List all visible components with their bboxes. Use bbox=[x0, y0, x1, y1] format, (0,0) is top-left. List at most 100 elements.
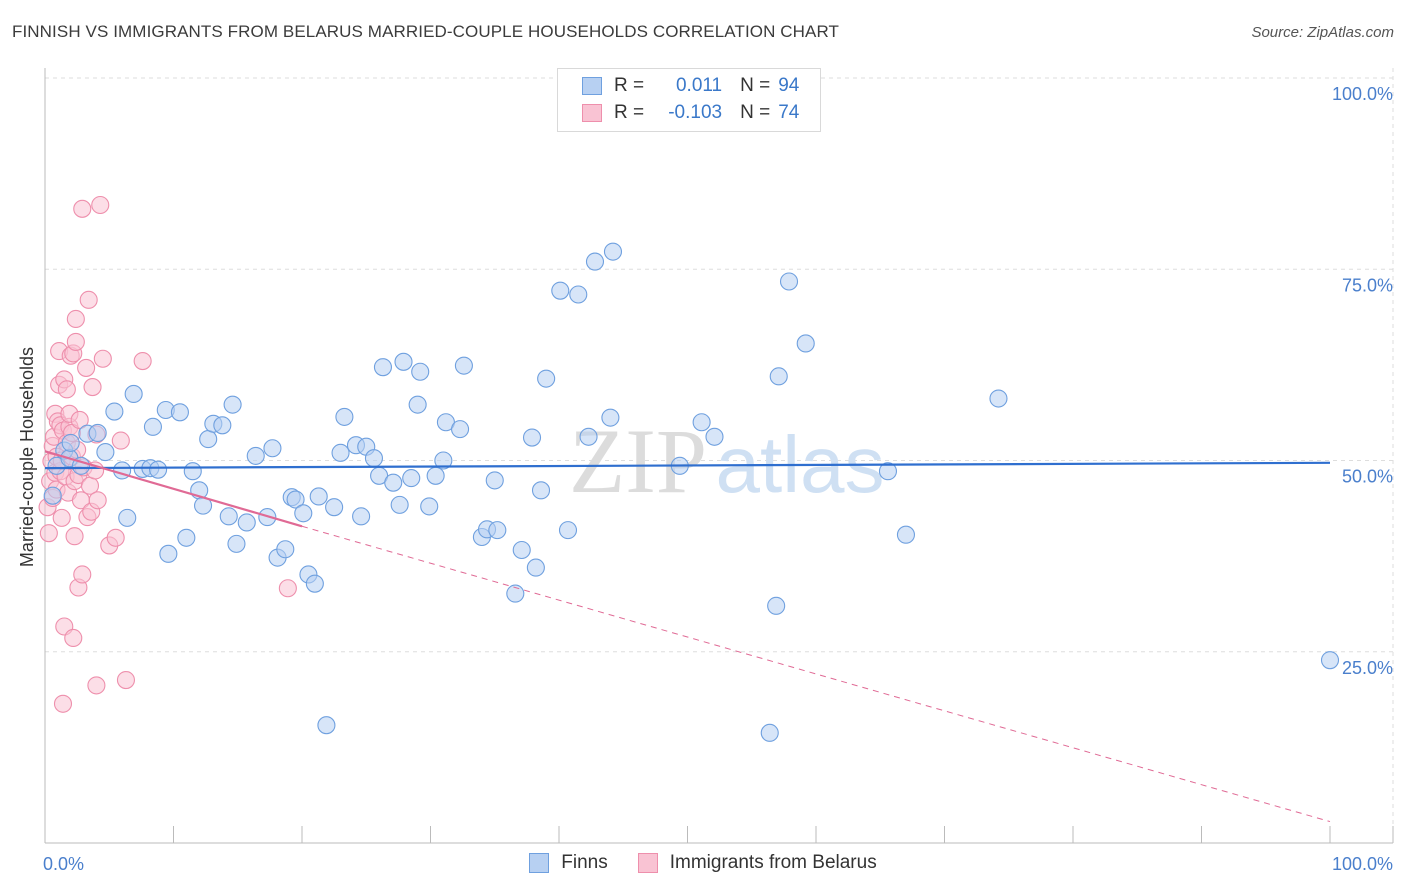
finns-point bbox=[143, 417, 162, 436]
legend-item-belarus: Immigrants from Belarus bbox=[637, 852, 877, 874]
finns-point bbox=[408, 395, 427, 414]
chart-title: FINNISH VS IMMIGRANTS FROM BELARUS MARRI… bbox=[12, 22, 840, 41]
belarus-point bbox=[91, 195, 110, 215]
finns-point bbox=[159, 544, 178, 563]
legend-swatch-belarus bbox=[582, 104, 602, 122]
finns-point bbox=[531, 481, 551, 500]
y-axis-title: Married-couple Households bbox=[17, 347, 37, 567]
belarus-trend-extension bbox=[301, 525, 1331, 823]
legend-label-finns: Finns bbox=[561, 852, 608, 873]
finns-point bbox=[896, 525, 916, 544]
finns-point bbox=[537, 369, 556, 388]
belarus-point bbox=[39, 524, 58, 543]
finns-point bbox=[705, 427, 724, 446]
belarus-point bbox=[57, 380, 76, 399]
finns-point bbox=[223, 395, 242, 414]
finns-point bbox=[384, 473, 403, 492]
x-tick-label-max: 100.0% bbox=[1332, 854, 1393, 874]
finns-point bbox=[601, 408, 620, 427]
finns-point bbox=[989, 389, 1008, 408]
finns-point bbox=[246, 446, 265, 465]
finns-point bbox=[325, 498, 344, 517]
correlation-legend: R = 0.011 N = 94 R = -0.103 N = 74 bbox=[557, 68, 821, 132]
y-tick-label: 50.0% bbox=[1342, 467, 1393, 487]
belarus-point bbox=[87, 676, 106, 695]
belarus-point bbox=[83, 378, 102, 397]
belarus-point bbox=[116, 671, 136, 690]
finns-point bbox=[451, 420, 470, 439]
finns-point bbox=[199, 430, 218, 449]
legend-r-value-finns: 0.011 bbox=[675, 75, 723, 96]
finns-point bbox=[390, 495, 409, 514]
finns-point bbox=[488, 521, 507, 540]
y-tick-labels: 25.0% 50.0% 75.0% 100.0% bbox=[1332, 84, 1393, 678]
finns-point bbox=[760, 723, 779, 742]
finns-point bbox=[237, 513, 256, 532]
belarus-point bbox=[73, 199, 92, 218]
finns-point bbox=[1320, 651, 1340, 670]
belarus-point bbox=[88, 491, 107, 510]
finns-point bbox=[96, 443, 115, 462]
legend-n-value-belarus: 74 bbox=[778, 102, 800, 123]
belarus-point bbox=[77, 358, 96, 377]
finns-point bbox=[118, 508, 137, 527]
y-tick-label: 100.0% bbox=[1332, 84, 1393, 104]
legend-row-belarus: R = -0.103 N = 74 bbox=[582, 100, 799, 126]
finns-point bbox=[426, 466, 445, 485]
legend-item-finns: Finns bbox=[529, 852, 608, 874]
belarus-point bbox=[52, 508, 71, 527]
finns-point bbox=[213, 416, 232, 435]
finns-point bbox=[434, 451, 453, 470]
finns-point bbox=[402, 469, 421, 488]
belarus-point bbox=[79, 290, 98, 309]
belarus-point bbox=[64, 628, 83, 648]
finns-point bbox=[558, 521, 578, 540]
finns-point bbox=[522, 428, 542, 447]
finns-point bbox=[331, 443, 350, 462]
finns-point bbox=[61, 433, 80, 452]
belarus-point bbox=[106, 528, 125, 547]
y-tick-label: 75.0% bbox=[1342, 275, 1393, 295]
legend-n-label: N = bbox=[740, 75, 771, 96]
x-tick-labels: 0.0% 100.0% bbox=[43, 854, 1393, 874]
finns-point bbox=[364, 449, 384, 468]
finns-point bbox=[124, 384, 143, 403]
belarus-point bbox=[66, 332, 85, 351]
finns-point bbox=[603, 242, 623, 261]
belarus-point bbox=[53, 694, 73, 713]
finns-trend-line bbox=[44, 461, 1331, 470]
finns-point bbox=[585, 252, 605, 271]
finns-point bbox=[335, 407, 354, 426]
belarus-point bbox=[278, 579, 297, 598]
finns-point bbox=[227, 534, 246, 553]
finns-point bbox=[170, 403, 189, 422]
legend-row-finns: R = 0.011 N = 94 bbox=[582, 73, 799, 99]
finns-point bbox=[779, 272, 799, 291]
finns-point bbox=[317, 716, 336, 735]
finns-point bbox=[88, 423, 107, 443]
finns-point bbox=[506, 584, 525, 603]
legend-r-label: R = bbox=[614, 75, 645, 96]
finns-point bbox=[394, 352, 413, 371]
finns-point bbox=[569, 285, 588, 304]
legend-swatch-belarus bbox=[637, 853, 658, 873]
legend-label-belarus: Immigrants from Belarus bbox=[669, 852, 877, 873]
finns-point bbox=[373, 358, 393, 377]
watermark: ZIP atlas bbox=[569, 410, 884, 512]
finns-point bbox=[551, 281, 570, 300]
finns-point bbox=[263, 439, 282, 458]
finns-point bbox=[692, 413, 711, 432]
finns-point bbox=[276, 540, 295, 559]
finns-point bbox=[454, 356, 473, 375]
belarus-point bbox=[111, 431, 130, 450]
finns-point bbox=[309, 487, 328, 506]
x-tick-label-min: 0.0% bbox=[43, 854, 84, 874]
finns-point bbox=[43, 486, 62, 505]
legend-swatch-finns bbox=[529, 853, 550, 873]
finns-point bbox=[177, 528, 196, 547]
series-legend: Finns Immigrants from Belarus bbox=[0, 852, 1406, 874]
finns-point bbox=[526, 558, 545, 577]
belarus-point bbox=[65, 527, 84, 546]
legend-n-label: N = bbox=[740, 102, 771, 123]
